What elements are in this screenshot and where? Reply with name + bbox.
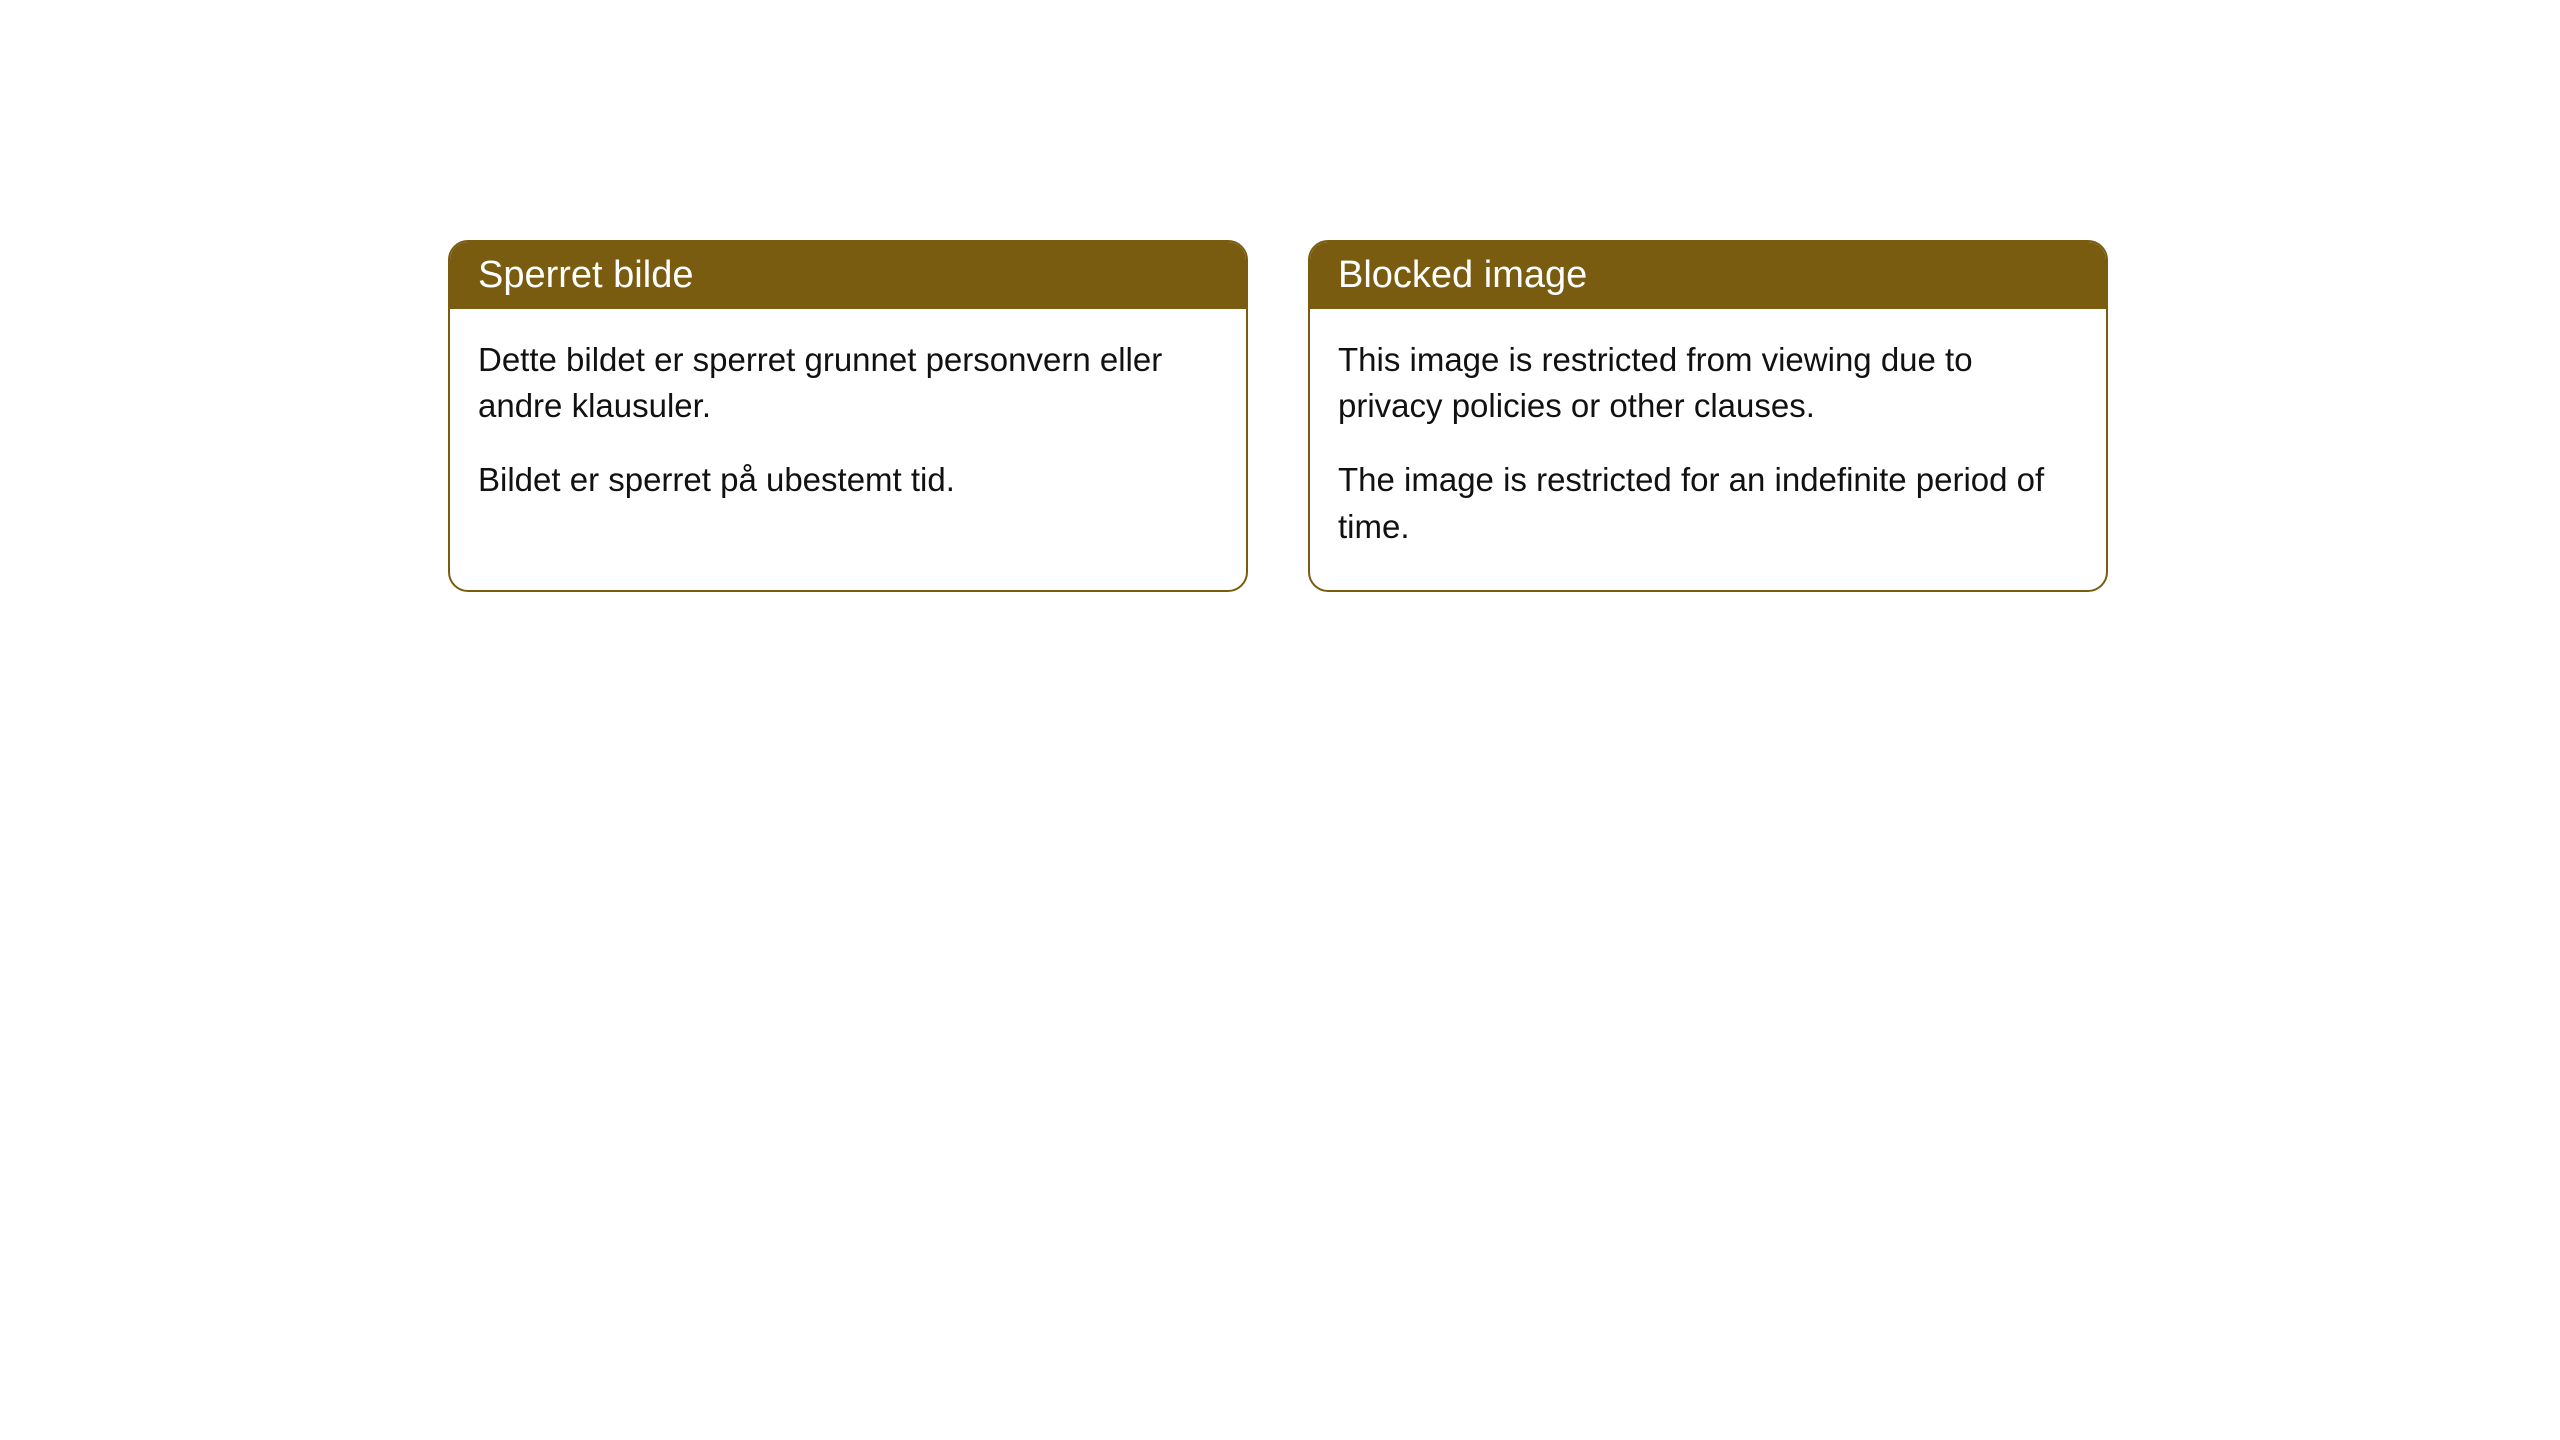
card-body: This image is restricted from viewing du…	[1310, 309, 2106, 590]
card-body: Dette bildet er sperret grunnet personve…	[450, 309, 1246, 544]
card-paragraph: Bildet er sperret på ubestemt tid.	[478, 457, 1218, 503]
card-header: Sperret bilde	[450, 242, 1246, 309]
card-paragraph: This image is restricted from viewing du…	[1338, 337, 2078, 429]
card-paragraph: Dette bildet er sperret grunnet personve…	[478, 337, 1218, 429]
card-header: Blocked image	[1310, 242, 2106, 309]
card-paragraph: The image is restricted for an indefinit…	[1338, 457, 2078, 549]
blocked-image-card-no: Sperret bilde Dette bildet er sperret gr…	[448, 240, 1248, 592]
cards-container: Sperret bilde Dette bildet er sperret gr…	[0, 0, 2560, 592]
blocked-image-card-en: Blocked image This image is restricted f…	[1308, 240, 2108, 592]
